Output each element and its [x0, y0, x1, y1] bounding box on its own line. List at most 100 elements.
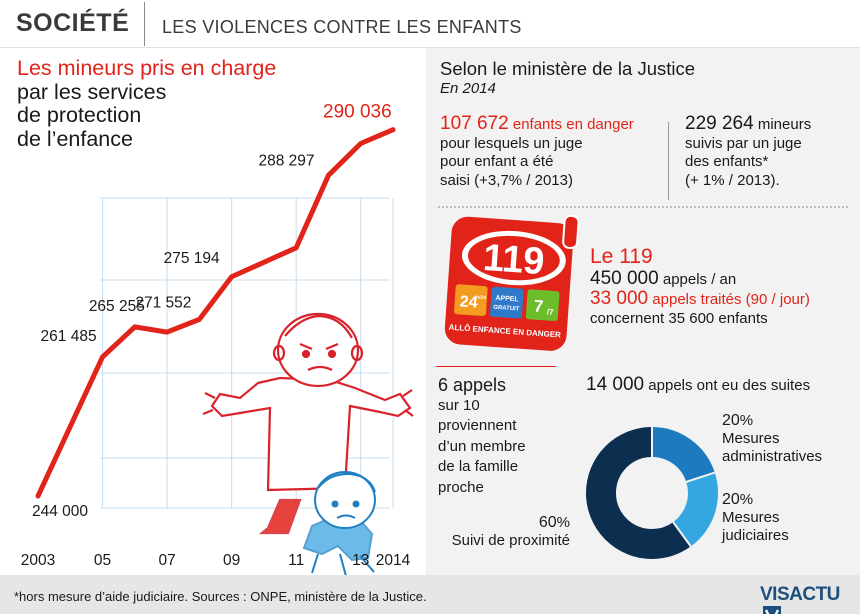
- header-divider: [144, 2, 145, 46]
- family-line-4: de la famille: [438, 458, 519, 475]
- data-label-2014: 290 036: [323, 102, 392, 123]
- x-tick-2005: 05: [94, 552, 111, 569]
- stat2-first-text: mineurs: [753, 116, 812, 133]
- badge-gratuit-text: GRATUIT: [493, 305, 520, 313]
- header: SOCIÉTÉ LES VIOLENCES CONTRE LES ENFANTS: [0, 0, 860, 48]
- donut-b-pct: 20: [722, 491, 740, 508]
- donut-slice-1: [586, 427, 718, 559]
- donut-b-line-2: judiciaires: [722, 527, 789, 544]
- chart-title-line-2: de protection: [17, 103, 142, 127]
- brand-text: VISACTU: [760, 584, 840, 605]
- brand-icon: [763, 606, 781, 614]
- logo-number: 119: [482, 237, 546, 283]
- x-tick-2011: 11: [288, 552, 304, 569]
- stat2-line-3: (+ 1% / 2013).: [685, 171, 780, 189]
- stat2-line-2: des enfants*: [685, 153, 769, 170]
- badge-24-text: 24: [459, 293, 478, 311]
- stat1-line-3: saisi (+3,7% / 2013): [440, 171, 573, 189]
- series-line: [35, 127, 396, 499]
- donut-label-judicial: 20% Mesures judiciaires: [722, 491, 789, 545]
- chart-title: Les mineurs pris en charge par les servi…: [17, 56, 277, 151]
- treated-text: appels traités (90 / jour): [648, 291, 810, 308]
- concern-text: concernent 35 600 enfants: [590, 310, 768, 327]
- donut-c-pct: 60: [538, 514, 557, 531]
- stat-minors-followed: 229 264 mineurs suivis par un juge des e…: [685, 113, 860, 190]
- footer: *hors mesure d’aide judiciaire. Sources …: [0, 575, 860, 614]
- section-title: SOCIÉTÉ: [16, 9, 130, 37]
- suites-number: 14 000: [586, 374, 645, 395]
- x-tick-2014: 2014: [376, 552, 411, 569]
- series-layer: [35, 127, 396, 499]
- data-label-2009: 275 194: [164, 250, 220, 267]
- stat-divider: [668, 122, 669, 200]
- family-line-2: proviennent: [438, 417, 517, 434]
- family-line-3: d’un membre: [438, 437, 526, 455]
- phone-antenna: [562, 214, 580, 250]
- badge-appel-gratuit: [489, 286, 524, 319]
- sad-child-drawing: [302, 471, 376, 575]
- donut-a-pct: 20: [722, 412, 740, 429]
- x-tick-2013: 13: [352, 552, 369, 569]
- data-label-2006: 265 255: [89, 298, 145, 315]
- donut-c-pct-sign: %: [556, 514, 570, 531]
- donut-chart: [586, 427, 718, 559]
- badge-7-7: [525, 289, 560, 322]
- stat1-red-text: enfants en danger: [508, 116, 634, 133]
- family-line-5: proche: [438, 478, 484, 496]
- family-divider: [436, 366, 556, 367]
- hotline-block: Le 119 450 000 appels / an 33 000 appels…: [590, 244, 810, 328]
- donut-a-pct-sign: %: [739, 412, 754, 429]
- family-big: 6 appels: [438, 375, 507, 395]
- donut-a-line-1: Mesures: [722, 430, 780, 447]
- chart-title-line-1: par les services: [17, 79, 167, 104]
- data-label-2008: 271 552: [135, 294, 191, 311]
- donut-label-administrative: 20% Mesures administratives: [722, 412, 822, 466]
- donut-separator-2: [672, 521, 692, 547]
- badge-7-text: 7: [533, 297, 544, 317]
- x-tick-2009: 09: [223, 552, 240, 569]
- hotline-title: Le 119: [590, 245, 653, 268]
- calls-number: 450 000: [590, 268, 659, 289]
- stat2-line-1: suivis par un juge: [685, 134, 802, 152]
- stat1-number: 107 672: [440, 113, 509, 134]
- family-calls-block: 6 appels sur 10 proviennent d’un membre …: [438, 375, 568, 498]
- donut-b-line-1: Mesures: [722, 509, 780, 526]
- panel-year: En 2014: [440, 80, 496, 97]
- stat1-line-1: pour lesquels un juge: [440, 134, 583, 152]
- children-illustration: [202, 312, 414, 575]
- x-axis-ticks: 2003 05 07 09 11 13 2014: [21, 552, 411, 569]
- data-label-2012: 288 297: [258, 152, 314, 169]
- calls-text: appels / an: [658, 271, 737, 288]
- data-label-2003: 244 000: [32, 503, 88, 520]
- donut-c-text: Suivi de proximité: [451, 532, 570, 549]
- panel-title: Selon le ministère de la Justice: [440, 58, 696, 79]
- dotted-divider: [438, 206, 848, 208]
- suites-text: appels ont eu des suites: [644, 377, 811, 394]
- page-subtitle: LES VIOLENCES CONTRE LES ENFANTS: [162, 17, 522, 37]
- donut-separator-1: [685, 471, 716, 483]
- footer-note: *hors mesure d’aide judiciaire. Sources …: [14, 589, 427, 604]
- stat-children-in-danger: 107 672 enfants en danger pour lesquels …: [440, 113, 670, 190]
- data-label-2005: 261 485: [41, 328, 97, 345]
- x-tick-2007: 07: [158, 552, 175, 569]
- suites-block: 14 000 appels ont eu des suites: [586, 374, 810, 396]
- family-line-1: sur 10: [438, 396, 480, 414]
- chart-title-red: Les mineurs pris en charge: [17, 56, 277, 80]
- logo-119: 119 24 h/24 APPEL GRATUIT 7 /7 ALLÔ ENFA…: [444, 214, 580, 351]
- x-tick-2003: 2003: [21, 552, 55, 569]
- badge-24-small: h/24: [476, 295, 487, 302]
- stat1-line-2: pour enfant a été: [440, 153, 554, 170]
- stat2-number: 229 264: [685, 113, 754, 134]
- donut-label-proximity: 60% Suivi de proximité: [432, 514, 570, 550]
- badge-appel-text: APPEL: [495, 295, 519, 304]
- treated-number: 33 000: [590, 288, 649, 309]
- brand-logo: VISACTU: [760, 584, 860, 614]
- donut-b-pct-sign: %: [739, 491, 754, 508]
- angry-child-drawing: [202, 312, 414, 535]
- chart-title-line-3: de l’enfance: [17, 126, 133, 151]
- badge-24h: [454, 284, 488, 317]
- donut-a-line-2: administratives: [722, 448, 823, 465]
- badge-7-small: /7: [547, 308, 555, 317]
